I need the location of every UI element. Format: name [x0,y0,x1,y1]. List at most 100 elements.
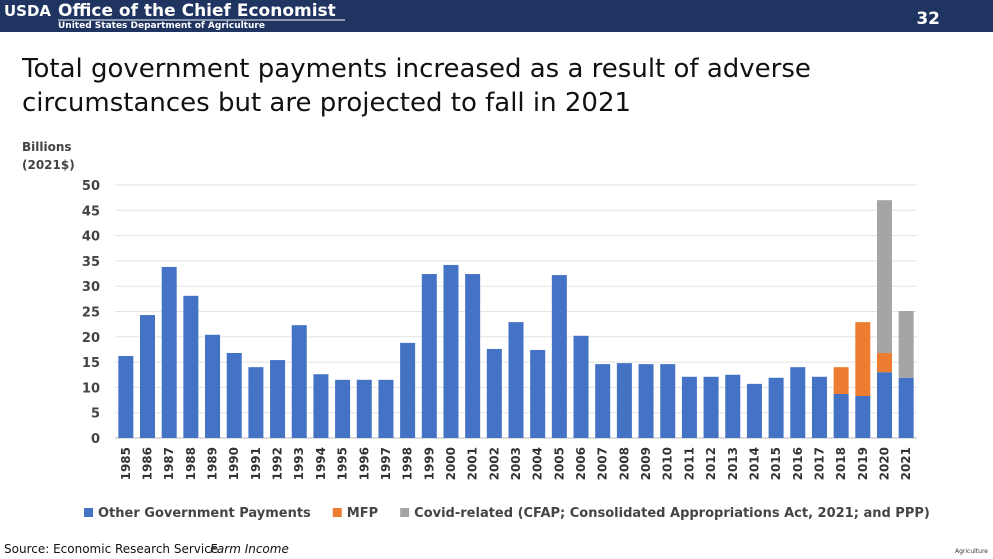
x-tick-label: 2014 [747,447,761,480]
bar [183,295,199,438]
bar [833,393,849,438]
legend-swatch [332,508,342,517]
x-tick-label: 2009 [639,447,653,480]
bar [573,335,589,438]
y-tick-label: 15 [82,356,100,371]
bar [161,266,177,438]
x-tick-label: 2007 [596,447,610,480]
x-tick-label: 1985 [119,447,133,480]
bar [876,200,892,353]
x-tick-label: 2017 [812,447,826,480]
legend-swatch [84,508,93,517]
x-tick-label: 1988 [184,447,198,480]
bar [768,377,784,438]
x-tick-label: 2008 [617,447,631,480]
y-tick-label: 45 [82,204,100,219]
bar [746,383,762,438]
bar [551,275,567,438]
bar [118,356,134,438]
x-tick-label: 2005 [552,447,566,480]
bar [898,310,914,378]
legend-label: Covid-related (CFAP; Consolidated Approp… [414,506,930,521]
bar [681,376,697,438]
bar [595,364,611,438]
x-tick-label: 1989 [206,447,220,480]
bar [508,322,524,438]
bar [638,364,654,438]
bar [703,376,719,438]
bar [248,367,264,438]
ylabel-box: Billions (2021$) [22,140,75,172]
y-tick-label: 35 [82,255,100,270]
x-tick-label: 2013 [726,447,740,480]
x-tick-label: 2016 [791,447,805,480]
bar [855,322,871,397]
y-tick-label: 5 [91,407,100,422]
office: Office of the Chief Economist [58,1,336,21]
bar [443,264,459,438]
x-tick-label: 2020 [877,447,891,480]
bar [811,376,827,438]
bar [486,348,502,438]
x-tick-label: 2012 [704,447,718,480]
y-axis-label: Billions (2021$) [22,140,75,172]
bar [833,367,849,394]
x-tick-label: 2018 [834,447,848,480]
x-tick-label: 2001 [466,447,480,480]
x-tick-label: 2006 [574,447,588,480]
page-number: 32 [916,9,940,29]
y-tick-label: 0 [91,432,100,447]
y-tick-label: 10 [82,381,100,396]
x-tick-label: 2004 [531,447,545,480]
legend-label: MFP [347,506,378,521]
x-tick-label: 2010 [661,447,675,480]
x-tick-label: 1986 [141,447,155,480]
x-tick-label: 1996 [357,447,371,480]
y-tick-label: 50 [82,179,100,194]
bar [291,325,307,438]
y-tick-label: 20 [82,331,100,346]
x-tick-label: 2021 [899,447,913,480]
bar [876,352,892,373]
department: United States Department of Agriculture [58,21,265,31]
x-tick-label: 1999 [422,447,436,480]
bar [205,334,221,438]
bar [335,379,351,438]
bar [226,352,242,438]
x-tick-label: 1992 [271,447,285,480]
x-tick-label: 2015 [769,447,783,480]
x-tick-label: 1998 [401,447,415,480]
bar [270,360,286,438]
bar [465,274,481,438]
bar [530,349,546,438]
legend-label: Other Government Payments [98,506,311,521]
bar [876,372,892,438]
bar [140,315,156,438]
bar [356,379,372,438]
legend-swatch [400,508,410,517]
bar [898,377,914,438]
x-tick-label: 1987 [162,447,176,480]
x-tick-label: 2000 [444,447,458,480]
y-tick-label: 40 [82,230,100,245]
source-title: Farm Income [210,542,289,556]
bar [790,367,806,438]
bar [421,274,437,438]
x-tick-label: 1994 [314,447,328,480]
x-tick-label: 1990 [227,447,241,480]
x-tick-label: 2019 [856,447,870,480]
x-tick-label: 1995 [336,447,350,480]
y-tick-label: 30 [82,280,100,295]
chart-title: Total government payments increased as a… [22,54,811,118]
x-tick-label: 2003 [509,447,523,480]
title-box: Total government payments increased as a… [22,54,811,118]
logo: USDA [4,2,51,20]
header-bar [0,0,993,32]
x-tick-label: 2011 [682,447,696,480]
bar [660,364,676,438]
bar [616,363,632,438]
x-tick-label: 2002 [487,447,501,480]
bar [400,342,416,438]
